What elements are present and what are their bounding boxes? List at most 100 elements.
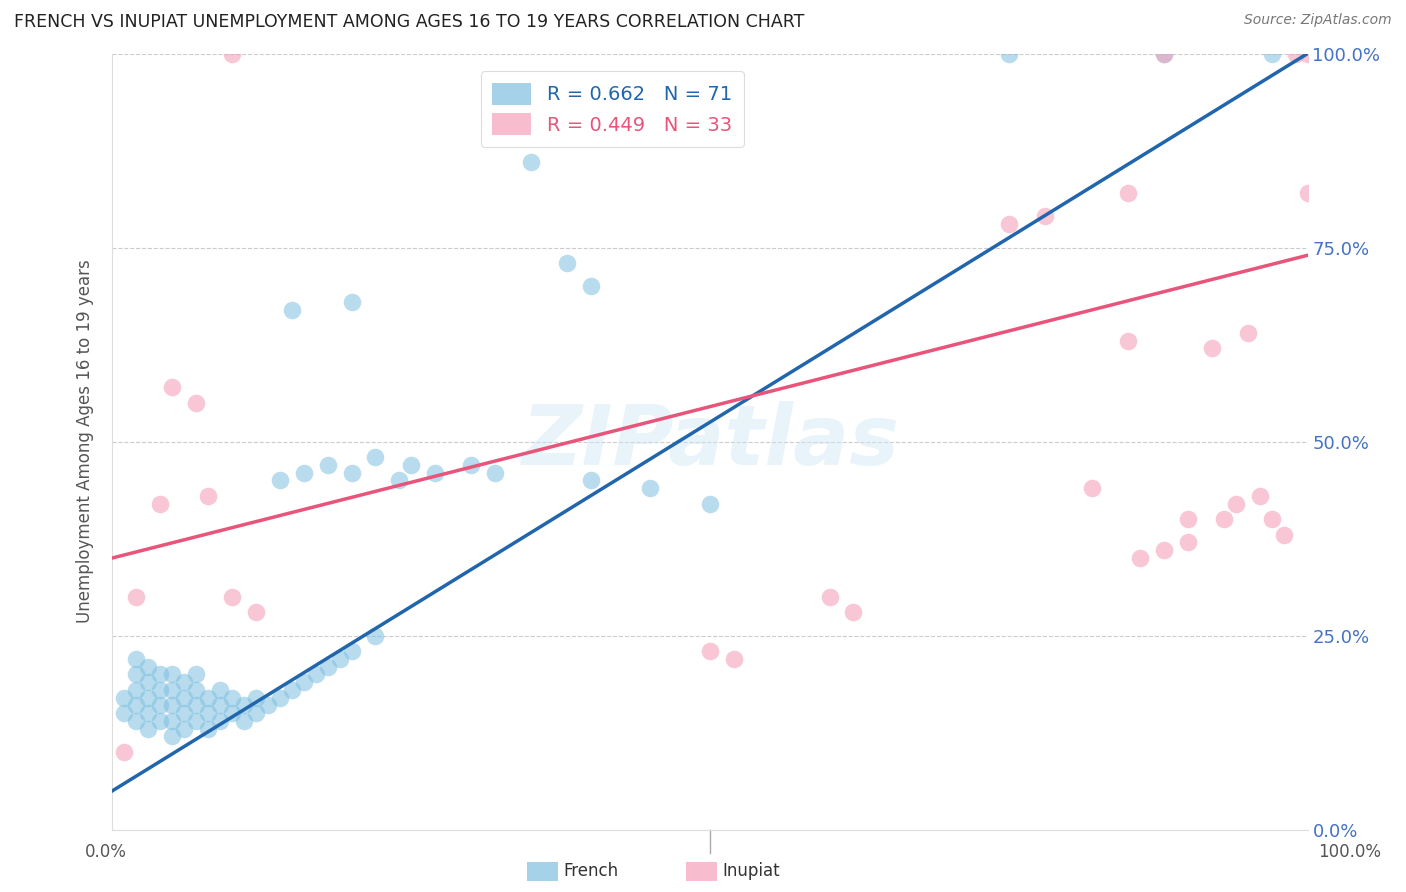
Point bbox=[292, 466, 315, 480]
Point bbox=[149, 682, 172, 697]
Point bbox=[998, 46, 1021, 61]
Point bbox=[257, 698, 280, 713]
Point bbox=[125, 590, 148, 604]
Text: 0.0%: 0.0% bbox=[84, 843, 127, 861]
Point bbox=[1285, 46, 1308, 61]
Point bbox=[340, 466, 363, 480]
Point bbox=[460, 458, 482, 472]
Point bbox=[162, 667, 183, 681]
Point bbox=[269, 690, 291, 705]
Point bbox=[125, 652, 148, 666]
Point bbox=[640, 481, 662, 495]
Point bbox=[125, 714, 148, 728]
Point bbox=[114, 706, 135, 721]
Point bbox=[818, 590, 841, 604]
Point bbox=[245, 706, 267, 721]
Point bbox=[173, 706, 195, 721]
Point bbox=[364, 628, 387, 642]
Point bbox=[197, 706, 219, 721]
Point bbox=[138, 722, 160, 736]
Point bbox=[209, 682, 232, 697]
Point bbox=[233, 698, 256, 713]
Point bbox=[520, 155, 543, 169]
Text: Inupiat: Inupiat bbox=[723, 863, 780, 880]
Text: 100.0%: 100.0% bbox=[1319, 843, 1381, 861]
Point bbox=[305, 667, 328, 681]
Point bbox=[842, 605, 865, 619]
Point bbox=[1081, 481, 1104, 495]
Point bbox=[1249, 489, 1271, 503]
Point bbox=[138, 690, 160, 705]
Point bbox=[1237, 326, 1260, 340]
Point bbox=[699, 497, 721, 511]
Point bbox=[1296, 46, 1319, 61]
Point bbox=[245, 605, 267, 619]
Point bbox=[425, 466, 447, 480]
Point bbox=[401, 458, 423, 472]
Point bbox=[316, 458, 339, 472]
Point bbox=[1272, 527, 1295, 541]
Point bbox=[1129, 551, 1152, 566]
Text: Source: ZipAtlas.com: Source: ZipAtlas.com bbox=[1244, 13, 1392, 28]
Point bbox=[149, 714, 172, 728]
Point bbox=[221, 46, 243, 61]
Point bbox=[281, 302, 304, 317]
Legend: R = 0.662   N = 71, R = 0.449   N = 33: R = 0.662 N = 71, R = 0.449 N = 33 bbox=[481, 71, 744, 147]
Point bbox=[699, 644, 721, 658]
Point bbox=[197, 722, 219, 736]
Text: French: French bbox=[564, 863, 619, 880]
Point bbox=[292, 675, 315, 690]
Point bbox=[138, 706, 160, 721]
Point bbox=[162, 730, 183, 744]
Point bbox=[221, 690, 243, 705]
Point bbox=[340, 294, 363, 309]
Point bbox=[125, 667, 148, 681]
Point bbox=[149, 698, 172, 713]
Text: ZIPatlas: ZIPatlas bbox=[522, 401, 898, 482]
Point bbox=[245, 690, 267, 705]
Point bbox=[1033, 210, 1056, 224]
Point bbox=[173, 690, 195, 705]
Point bbox=[723, 652, 745, 666]
Point bbox=[579, 473, 602, 487]
Point bbox=[316, 659, 339, 673]
Point bbox=[138, 659, 160, 673]
Point bbox=[197, 489, 219, 503]
Point bbox=[340, 644, 363, 658]
Point bbox=[329, 652, 352, 666]
Point bbox=[114, 745, 135, 759]
Point bbox=[173, 675, 195, 690]
Point bbox=[555, 256, 578, 270]
Point bbox=[186, 396, 208, 410]
Point bbox=[162, 380, 183, 394]
Point bbox=[1118, 186, 1140, 201]
Point bbox=[998, 217, 1021, 231]
Point bbox=[173, 722, 195, 736]
Point bbox=[484, 466, 506, 480]
Point bbox=[186, 667, 208, 681]
Point bbox=[1261, 512, 1284, 526]
Point bbox=[1153, 46, 1175, 61]
Point bbox=[125, 682, 148, 697]
Y-axis label: Unemployment Among Ages 16 to 19 years: Unemployment Among Ages 16 to 19 years bbox=[76, 260, 94, 624]
Point bbox=[209, 698, 232, 713]
Point bbox=[149, 667, 172, 681]
Point bbox=[1153, 46, 1175, 61]
Point bbox=[138, 675, 160, 690]
Point bbox=[1213, 512, 1236, 526]
Point bbox=[221, 706, 243, 721]
Point bbox=[1118, 334, 1140, 348]
Point bbox=[1177, 535, 1199, 549]
Point bbox=[233, 714, 256, 728]
Point bbox=[1201, 342, 1223, 356]
Point bbox=[197, 690, 219, 705]
Point bbox=[1261, 46, 1284, 61]
Point bbox=[162, 698, 183, 713]
Text: FRENCH VS INUPIAT UNEMPLOYMENT AMONG AGES 16 TO 19 YEARS CORRELATION CHART: FRENCH VS INUPIAT UNEMPLOYMENT AMONG AGE… bbox=[14, 13, 804, 31]
Point bbox=[114, 690, 135, 705]
Point bbox=[1177, 512, 1199, 526]
Point bbox=[388, 473, 411, 487]
Point bbox=[1296, 186, 1319, 201]
Point bbox=[125, 698, 148, 713]
Point bbox=[186, 682, 208, 697]
